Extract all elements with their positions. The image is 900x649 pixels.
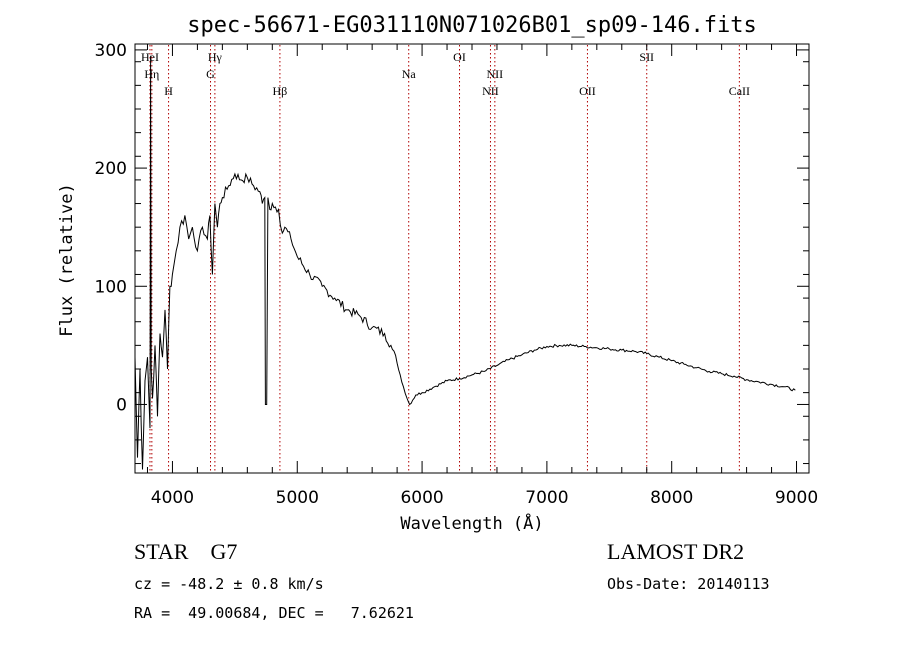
- axis-ticks: 4000 5000 6000 7000 8000 9000 0 100 200 300: [95, 41, 819, 508]
- obs-date: Obs-Date: 20140113: [607, 575, 770, 593]
- y-tick-label: 200: [95, 159, 127, 179]
- x-tick-label: 9000: [775, 488, 818, 508]
- spectral-line-label: OI: [453, 50, 466, 64]
- chart-title: spec-56671-EG031110N071026B01_sp09-146.f…: [187, 13, 757, 38]
- spectral-line-label: G: [206, 67, 215, 81]
- spectral-line-label: Hη: [144, 67, 159, 81]
- spectral-line-label: SII: [639, 50, 654, 64]
- spectral-line-label: CaII: [729, 84, 750, 98]
- x-tick-label: 5000: [276, 488, 319, 508]
- y-tick-label: 300: [95, 41, 127, 61]
- velocity-readout: cz = -48.2 ± 0.8 km/s: [134, 575, 324, 593]
- spectrum-series: [134, 55, 796, 470]
- x-axis-label: Wavelength (Å): [400, 512, 543, 534]
- survey-label: LAMOST DR2: [607, 539, 745, 564]
- spectral-line-label: OII: [579, 84, 596, 98]
- plot-frame: [134, 43, 810, 474]
- coordinates-readout: RA = 49.00684, DEC = 7.62621: [134, 604, 414, 622]
- spectral-line-label: Hγ: [208, 50, 223, 64]
- y-tick-label: 0: [116, 395, 127, 415]
- spectral-line-label: HeI: [141, 50, 159, 64]
- x-tick-label: 4000: [151, 488, 194, 508]
- spectral-line-label: NII: [482, 84, 499, 98]
- spectral-line-markers: HeI Hη H Hγ G Hβ Na OI NII NII OII SII CaII: [141, 45, 750, 472]
- x-tick-label: 8000: [650, 488, 693, 508]
- spectral-line-label: NII: [487, 67, 504, 81]
- x-tick-label: 6000: [400, 488, 443, 508]
- x-tick-label: 7000: [525, 488, 568, 508]
- y-tick-label: 100: [95, 277, 127, 297]
- spectral-line-label: Na: [402, 67, 417, 81]
- spectral-line-label: Hβ: [273, 84, 288, 98]
- y-axis-label: Flux (relative): [57, 183, 77, 337]
- spectral-line-label: H: [164, 84, 173, 98]
- object-type: STAR G7: [134, 539, 238, 564]
- spectrum-line: [134, 55, 796, 470]
